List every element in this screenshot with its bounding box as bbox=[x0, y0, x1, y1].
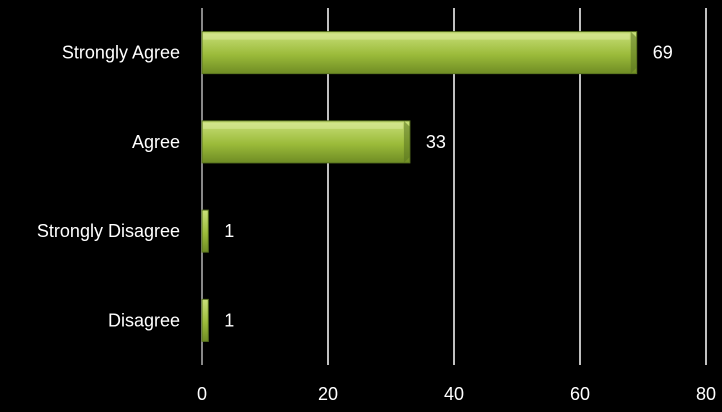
x-tick-label: 0 bbox=[197, 384, 207, 404]
category-label: Agree bbox=[132, 132, 180, 152]
bar bbox=[201, 120, 411, 164]
bar-highlight bbox=[203, 33, 630, 40]
bar-end-bevel bbox=[630, 31, 637, 74]
x-tick-label: 60 bbox=[570, 384, 590, 404]
category-label: Disagree bbox=[108, 310, 180, 330]
x-tick-label: 20 bbox=[318, 384, 338, 404]
x-tick-label: 80 bbox=[696, 384, 716, 404]
category-label: Strongly Agree bbox=[62, 43, 180, 63]
bar-end-bevel bbox=[403, 120, 410, 163]
bars bbox=[201, 31, 638, 342]
bar bbox=[201, 209, 209, 253]
bar-agree bbox=[201, 120, 411, 164]
data-label: 1 bbox=[224, 221, 234, 241]
data-label: 69 bbox=[653, 43, 673, 63]
data-label: 33 bbox=[426, 132, 446, 152]
bar-strongly-agree bbox=[201, 31, 638, 75]
labels: 0 20 40 60 80 Strongly Agree 69 Agree 33 Strongly… bbox=[37, 43, 716, 404]
bar bbox=[201, 298, 209, 342]
x-tick-label: 40 bbox=[444, 384, 464, 404]
category-label: Strongly Disagree bbox=[37, 221, 180, 241]
bar-highlight bbox=[203, 122, 403, 129]
data-label: 1 bbox=[224, 310, 234, 330]
bar bbox=[201, 31, 638, 75]
bar-disagree bbox=[201, 298, 209, 342]
bar-strongly-disagree bbox=[201, 209, 209, 253]
